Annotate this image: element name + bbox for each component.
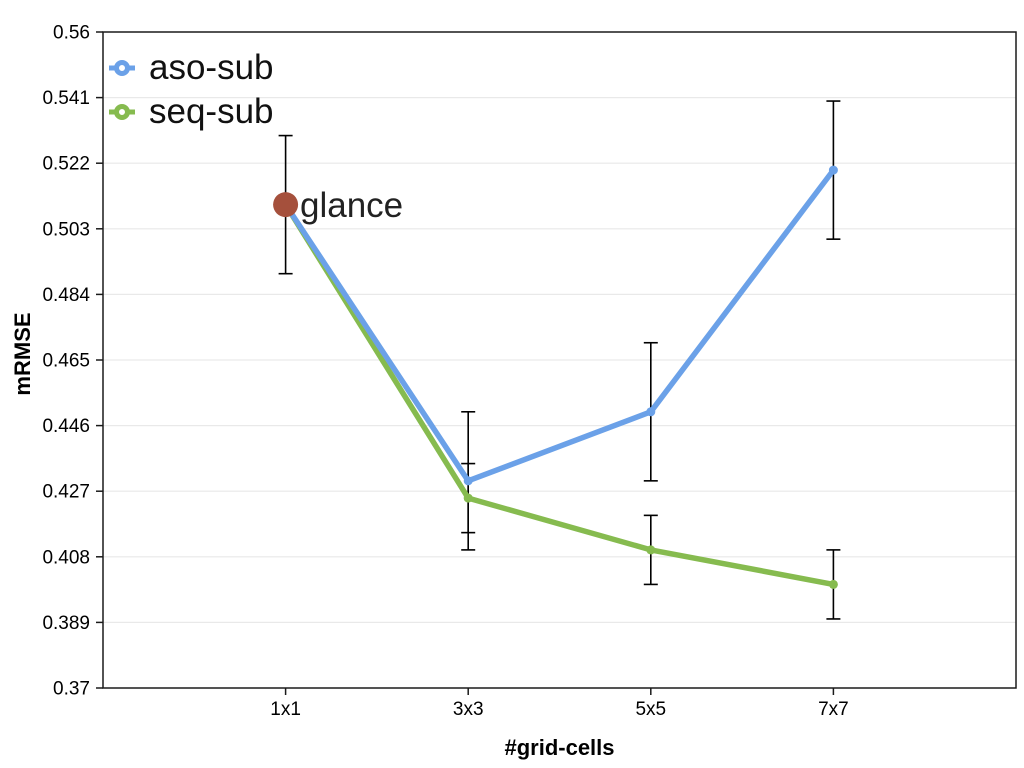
x-tick-label: 1x1 bbox=[270, 699, 301, 720]
aso-sub-point bbox=[828, 165, 838, 175]
glance-point bbox=[273, 192, 299, 218]
seq-sub-point bbox=[463, 493, 473, 503]
legend: aso-sub seq-sub bbox=[108, 46, 274, 134]
y-axis-title: mRMSE bbox=[10, 312, 35, 396]
aso-sub-point bbox=[646, 407, 656, 417]
y-tick-label: 0.522 bbox=[42, 154, 90, 175]
x-tick-label: 3x3 bbox=[453, 699, 484, 720]
legend-item-aso-sub: aso-sub bbox=[108, 46, 274, 90]
y-tick-label: 0.56 bbox=[53, 23, 90, 44]
y-tick-label: 0.446 bbox=[42, 416, 90, 437]
y-tick-label: 0.37 bbox=[53, 679, 90, 700]
x-axis-title: #grid-cells bbox=[504, 735, 615, 760]
y-tick-label: 0.503 bbox=[42, 219, 90, 240]
x-tick-label: 5x5 bbox=[635, 699, 666, 720]
seq-sub-marker-icon bbox=[109, 104, 135, 120]
y-tick-label: 0.541 bbox=[42, 88, 90, 109]
aso-sub-line bbox=[282, 167, 837, 484]
y-tick-label: 0.408 bbox=[42, 547, 90, 568]
y-tick-label: 0.427 bbox=[42, 482, 90, 503]
seq-sub-point bbox=[646, 545, 656, 555]
y-tick-label: 0.389 bbox=[42, 613, 90, 634]
seq-sub-line bbox=[282, 201, 837, 588]
plot-border bbox=[102, 31, 1017, 689]
legend-label-aso-sub: aso-sub bbox=[149, 48, 274, 87]
y-tick-label: 0.465 bbox=[42, 351, 90, 372]
aso-sub-point bbox=[463, 476, 473, 486]
legend-label-seq-sub: seq-sub bbox=[149, 92, 274, 131]
x-tick-label: 7x7 bbox=[818, 699, 849, 720]
y-tick-label: 0.484 bbox=[42, 285, 90, 306]
annotation-label: glance bbox=[300, 186, 404, 225]
legend-item-seq-sub: seq-sub bbox=[108, 90, 274, 134]
aso-sub-marker-icon bbox=[109, 60, 135, 76]
seq-sub-point bbox=[828, 579, 838, 589]
